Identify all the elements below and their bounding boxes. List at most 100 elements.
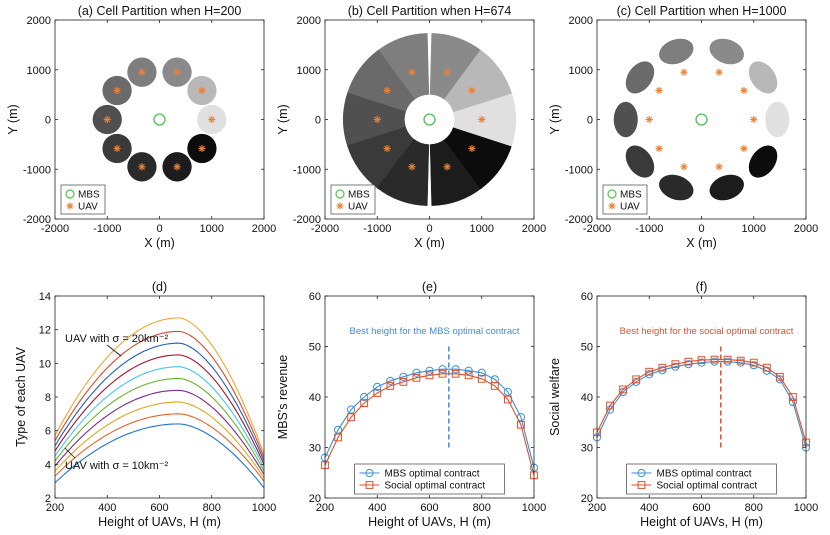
uav-marker (444, 163, 450, 170)
x-tick-label: -1000 (635, 223, 663, 235)
legend-label: MBS optimal contract (657, 469, 752, 480)
data-point (671, 360, 680, 369)
y-tick-label: 0 (315, 115, 321, 127)
y-tick-label: 60 (309, 291, 321, 303)
data-point (632, 375, 641, 384)
data-point (723, 355, 732, 364)
cell-region (625, 61, 655, 94)
uav-marker (646, 116, 653, 123)
x-axis-label: X (m) (686, 236, 717, 250)
y-tick-label: 20 (581, 493, 593, 505)
x-tick-label: 1000 (742, 223, 766, 235)
data-point (637, 468, 646, 478)
series-line (54, 413, 265, 482)
series-line (54, 317, 265, 455)
data-point (637, 481, 646, 489)
uav-marker (409, 69, 415, 76)
cell-region (659, 174, 694, 201)
best-height-label: Best height for the social optimal contr… (620, 326, 794, 337)
y-tick-label: 6 (45, 426, 51, 438)
chart-c: -2000 -1000 0 1000 2000 -2000 -1000 0 1000 2000 (c… (548, 4, 818, 250)
x-tick-label: 600 (692, 502, 710, 514)
chart-a: -2000 -1000 0 1000 2000 -2000 -1000 0 1000 2000 (a… (6, 4, 276, 250)
legend-mbs-marker (335, 189, 345, 199)
y-axis-label: Social welfare (548, 358, 562, 436)
y-tick-label: 1000 (569, 65, 593, 77)
annotation-arrow (64, 447, 76, 459)
y-tick-label: 4 (45, 459, 51, 471)
x-axis-label: Height of UAVs, H (m) (98, 515, 221, 529)
legend-box (626, 463, 777, 495)
x-tick-label: 400 (368, 502, 386, 514)
cell-region (376, 33, 430, 100)
cell-region (748, 145, 778, 178)
data-point (658, 363, 667, 372)
data-point (360, 392, 369, 402)
uav-marker (174, 69, 180, 76)
x-tick-label: 1000 (794, 502, 818, 514)
x-tick-label: 1000 (470, 223, 494, 235)
cell-region (347, 49, 415, 113)
cell-region (625, 145, 655, 178)
legend-mbs-label: MBS (78, 190, 100, 201)
chart-title: (b) Cell Partition when H=674 (348, 4, 512, 18)
data-point (736, 356, 745, 365)
series-line (54, 423, 265, 489)
data-point (710, 355, 719, 364)
cell-region (765, 101, 790, 138)
y-axis-label: Y (m) (548, 104, 562, 134)
uav-marker (656, 87, 663, 94)
series-line (54, 377, 265, 472)
y-tick-label: 40 (581, 392, 593, 404)
x-tick-label: 800 (745, 502, 763, 514)
y-axis-label: Y (m) (6, 104, 20, 134)
data-point (606, 401, 614, 410)
legend-uav-label: UAV (78, 202, 98, 213)
series-line (596, 359, 807, 443)
x-tick-label: 200 (316, 502, 334, 514)
legend-mbs-marker (65, 189, 75, 199)
series-line (54, 401, 265, 479)
chart-title: (e) (422, 280, 437, 294)
y-tick-label: 14 (39, 291, 51, 303)
uav-marker (104, 116, 111, 123)
data-point (438, 365, 447, 374)
data-point (425, 371, 434, 380)
series-line (324, 373, 535, 476)
data-point (503, 395, 512, 404)
legend-mbs-marker (607, 189, 617, 199)
data-point (347, 413, 356, 422)
x-tick-label: 1000 (200, 223, 224, 235)
uav-marker (384, 145, 391, 152)
data-point (360, 399, 369, 407)
legend-uav-label: UAV (348, 202, 368, 213)
uav-marker (716, 163, 722, 170)
data-point (412, 368, 421, 377)
cell-region (659, 38, 694, 65)
mbs-marker (423, 113, 436, 126)
uav-marker (374, 116, 381, 123)
data-point (697, 356, 706, 365)
x-tick-label: 600 (150, 502, 168, 514)
y-tick-label: 30 (309, 443, 321, 455)
y-tick-label: 2000 (569, 15, 593, 27)
cell-region (709, 38, 744, 65)
data-point (399, 372, 408, 381)
chart-d: 200 400 600 800 1000 2 4 6 8 10 12 14 (d) Height of U… (14, 280, 276, 529)
x-axis-label: Height of UAVs, H (m) (368, 515, 491, 529)
x-tick-label: 0 (698, 223, 704, 235)
data-point (386, 381, 395, 390)
data-point (365, 481, 374, 489)
y-tick-label: 8 (45, 392, 51, 404)
data-point (386, 376, 395, 385)
x-tick-label: 0 (426, 223, 432, 235)
data-point (684, 357, 693, 366)
x-tick-label: 2000 (252, 223, 276, 235)
uav-marker (208, 116, 215, 123)
data-point (503, 387, 512, 397)
data-point (464, 371, 473, 380)
y-tick-label: 12 (39, 325, 51, 337)
x-tick-label: -1000 (93, 223, 121, 235)
y-tick-label: 0 (587, 115, 593, 127)
x-tick-label: 0 (156, 223, 162, 235)
